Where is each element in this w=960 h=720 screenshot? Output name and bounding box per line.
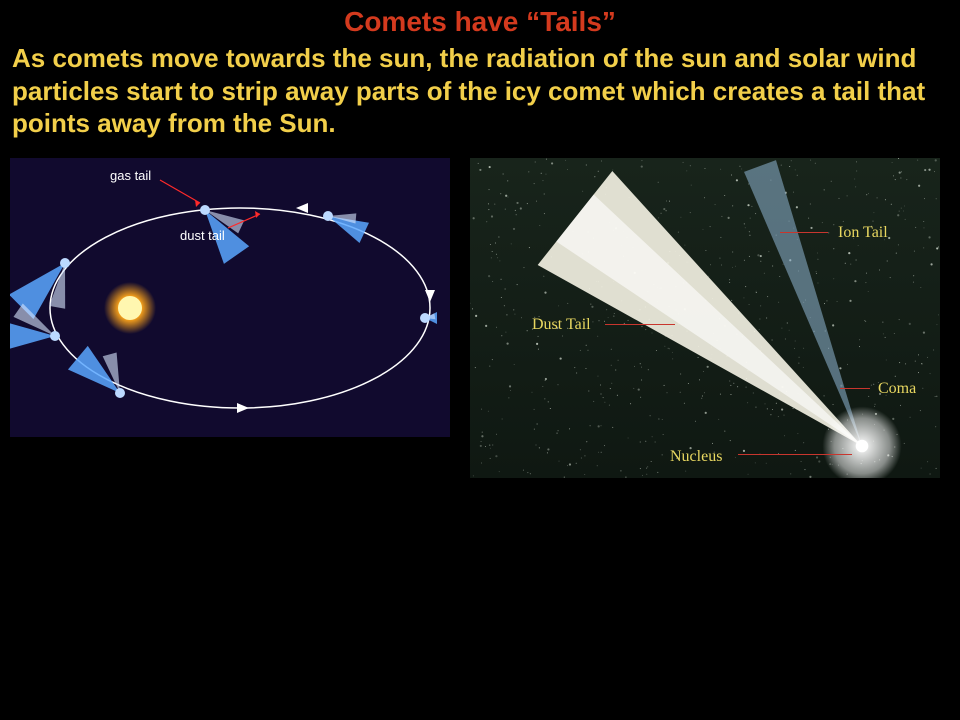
body-paragraph: As comets move towards the sun, the radi… [0,42,960,150]
svg-text:dust tail: dust tail [180,228,225,243]
comet-photo-diagram: Ion Tail Dust Tail Coma Nucleus [470,158,940,478]
nucleus-leader-line [738,454,852,455]
panel-row: gas tail dust tail Ion Tail Dust Tail Coma N… [0,150,960,478]
svg-text:gas tail: gas tail [110,168,151,183]
title-text: Comets have “Tails” [344,6,616,37]
body-text-content: As comets move towards the sun, the radi… [12,43,925,138]
dust-label: Dust Tail [532,316,591,334]
coma-label: Coma [878,380,916,398]
dust-leader-line [605,324,675,325]
coma-leader-line [840,388,870,389]
nucleus-label: Nucleus [670,448,722,466]
ion-label: Ion Tail [838,224,888,242]
page-title: Comets have “Tails” [0,0,960,42]
ion-leader-line [780,232,828,233]
orbit-diagram: gas tail dust tail [10,158,450,437]
